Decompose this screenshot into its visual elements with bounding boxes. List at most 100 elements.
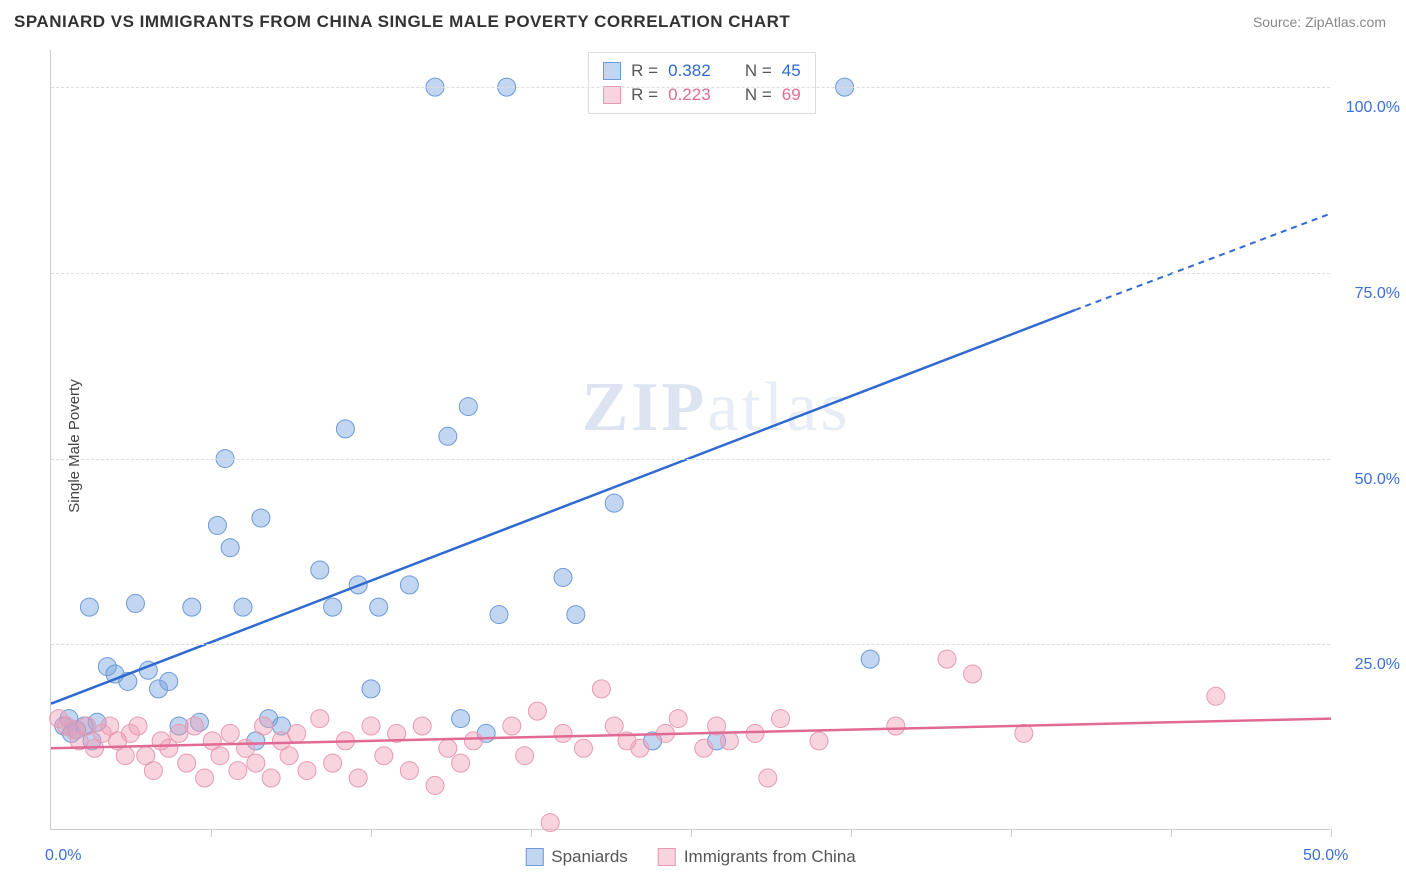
x-tick — [211, 829, 212, 837]
data-point — [311, 561, 329, 579]
data-point — [375, 747, 393, 765]
data-point — [964, 665, 982, 683]
data-point — [324, 754, 342, 772]
data-point — [938, 650, 956, 668]
data-point — [208, 516, 226, 534]
data-point — [439, 427, 457, 445]
n-value: 45 — [782, 61, 801, 81]
data-point — [1207, 687, 1225, 705]
trend-line-dashed — [1075, 213, 1331, 310]
gridline — [51, 644, 1330, 645]
data-point — [503, 717, 521, 735]
plot-area: ZIPatlas R =0.382 N =45R =0.223 N =69 Sp… — [50, 50, 1330, 830]
data-point — [574, 739, 592, 757]
data-point — [126, 594, 144, 612]
data-point — [490, 606, 508, 624]
data-point — [362, 717, 380, 735]
data-point — [810, 732, 828, 750]
data-point — [452, 710, 470, 728]
data-point — [759, 769, 777, 787]
data-point — [211, 747, 229, 765]
data-point — [592, 680, 610, 698]
data-point — [772, 710, 790, 728]
legend-item[interactable]: Spaniards — [525, 847, 628, 867]
data-point — [541, 814, 559, 832]
data-point — [280, 747, 298, 765]
x-tick-label: 0.0% — [45, 847, 81, 865]
data-point — [516, 747, 534, 765]
legend-correlation: R =0.382 N =45R =0.223 N =69 — [588, 52, 816, 114]
data-point — [554, 568, 572, 586]
data-point — [452, 754, 470, 772]
legend-series: Spaniards Immigrants from China — [525, 847, 856, 867]
data-point — [116, 747, 134, 765]
plot-svg — [51, 50, 1330, 829]
legend-item[interactable]: Immigrants from China — [658, 847, 856, 867]
x-tick — [1171, 829, 1172, 837]
legend-row: R =0.382 N =45 — [603, 59, 801, 83]
data-point — [262, 769, 280, 787]
data-point — [400, 576, 418, 594]
data-point — [311, 710, 329, 728]
trend-line — [51, 719, 1331, 749]
data-point — [720, 732, 738, 750]
data-point — [362, 680, 380, 698]
x-tick — [691, 829, 692, 837]
x-tick — [1331, 829, 1332, 837]
gridline — [51, 273, 1330, 274]
data-point — [439, 739, 457, 757]
data-point — [234, 598, 252, 616]
data-point — [413, 717, 431, 735]
data-point — [229, 762, 247, 780]
legend-label: Immigrants from China — [684, 847, 856, 867]
data-point — [554, 724, 572, 742]
r-label: R = — [631, 61, 658, 81]
data-point — [528, 702, 546, 720]
data-point — [178, 754, 196, 772]
data-point — [288, 724, 306, 742]
data-point — [336, 420, 354, 438]
data-point — [254, 717, 272, 735]
data-point — [196, 769, 214, 787]
data-point — [1015, 724, 1033, 742]
data-point — [247, 754, 265, 772]
data-point — [861, 650, 879, 668]
data-point — [459, 398, 477, 416]
source-label: Source: — [1253, 14, 1301, 30]
x-tick — [1011, 829, 1012, 837]
x-tick — [371, 829, 372, 837]
y-tick-label: 75.0% — [1355, 285, 1400, 303]
data-point — [129, 717, 147, 735]
data-point — [400, 762, 418, 780]
legend-swatch — [525, 848, 543, 866]
data-point — [887, 717, 905, 735]
source-name[interactable]: ZipAtlas.com — [1305, 14, 1386, 30]
legend-swatch — [658, 848, 676, 866]
data-point — [631, 739, 649, 757]
data-point — [370, 598, 388, 616]
data-point — [324, 598, 342, 616]
chart-container: SPANIARD VS IMMIGRANTS FROM CHINA SINGLE… — [0, 0, 1406, 892]
data-point — [185, 717, 203, 735]
r-value: 0.382 — [668, 61, 711, 81]
legend-label: Spaniards — [551, 847, 628, 867]
data-point — [349, 769, 367, 787]
data-point — [221, 724, 239, 742]
source-attribution: Source: ZipAtlas.com — [1253, 14, 1386, 30]
legend-swatch — [603, 62, 621, 80]
data-point — [80, 598, 98, 616]
gridline — [51, 87, 1330, 88]
data-point — [160, 672, 178, 690]
x-tick — [851, 829, 852, 837]
chart-title: SPANIARD VS IMMIGRANTS FROM CHINA SINGLE… — [14, 12, 790, 32]
x-tick-label: 50.0% — [1303, 847, 1348, 865]
legend-swatch — [603, 86, 621, 104]
data-point — [695, 739, 713, 757]
data-point — [464, 732, 482, 750]
data-point — [669, 710, 687, 728]
y-tick-label: 50.0% — [1355, 471, 1400, 489]
data-point — [426, 776, 444, 794]
data-point — [252, 509, 270, 527]
data-point — [221, 539, 239, 557]
y-tick-label: 25.0% — [1355, 656, 1400, 674]
